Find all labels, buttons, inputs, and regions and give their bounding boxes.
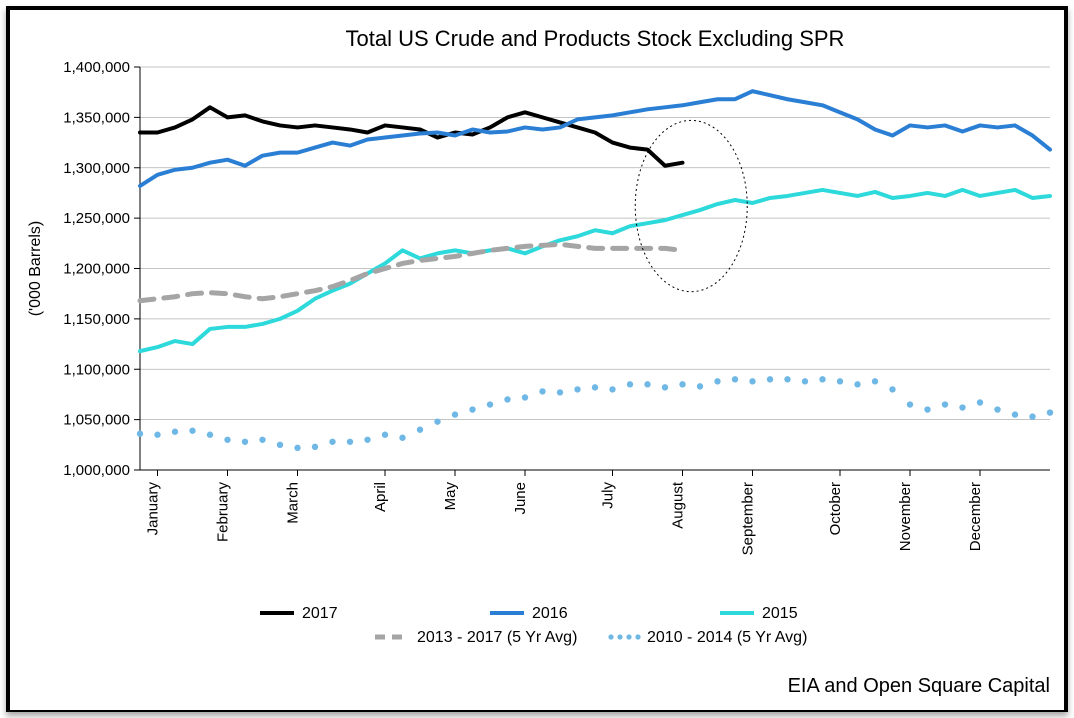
xtick-label: July [600,482,617,509]
legend-label: 2010 - 2014 (5 Yr Avg) [647,629,807,646]
series-avg1014-point [679,381,685,387]
ytick-label: 1,050,000 [63,412,130,429]
ytick-label: 1,200,000 [63,261,130,278]
series-avg1014-point [189,428,195,434]
series-avg1014-point [154,432,160,438]
series-avg1014-point [504,396,510,402]
chart-credit: EIA and Open Square Capital [788,675,1050,697]
series-avg1014-point [889,386,895,392]
xtick-label: January [145,482,162,536]
series-avg1014-point [137,431,143,437]
legend-swatch [635,634,640,639]
series-avg1014-point [364,437,370,443]
legend-swatch [608,634,613,639]
series-avg1014-point [662,384,668,390]
series-avg1014-point [784,376,790,382]
legend-label: 2017 [302,605,338,622]
series-avg1014-point [802,378,808,384]
series-avg1014-point [417,427,423,433]
series-avg1014-point [399,435,405,441]
series-avg1014-point [854,381,860,387]
series-avg1014-point [382,432,388,438]
series-avg1014-point [592,384,598,390]
series-avg1014-point [924,406,930,412]
series-avg1014-point [557,389,563,395]
legend-label: 2016 [532,605,568,622]
series-avg1014-point [434,418,440,424]
xtick-label: November [897,482,914,551]
series-avg1014-point [872,378,878,384]
series-avg1014-point [732,376,738,382]
y-axis-label: ('000 Barrels) [27,221,44,317]
series-avg1014-point [539,388,545,394]
xtick-label: June [512,482,529,515]
series-avg1014-point [819,376,825,382]
series-avg1014-point [609,386,615,392]
series-avg1014-point [329,439,335,445]
legend-label: 2015 [762,605,798,622]
chart-title: Total US Crude and Products Stock Exclud… [346,26,845,51]
series-avg1014-point [644,381,650,387]
chart-canvas: Total US Crude and Products Stock Exclud… [10,10,1064,708]
series-avg1014-point [172,429,178,435]
chart-frame: Total US Crude and Products Stock Exclud… [0,0,1074,718]
ytick-label: 1,100,000 [63,361,130,378]
ytick-label: 1,350,000 [63,109,130,126]
xtick-label: October [827,482,844,535]
xtick-label: April [372,482,389,512]
series-avg1014-point [347,439,353,445]
xtick-label: August [670,481,687,529]
xtick-label: May [442,482,459,511]
series-avg1014-point [294,445,300,451]
ytick-label: 1,000,000 [63,462,130,479]
chart-inner-frame: Total US Crude and Products Stock Exclud… [6,6,1068,712]
series-avg1014-point [277,442,283,448]
series-avg1014-point [942,401,948,407]
chart-svg: Total US Crude and Products Stock Exclud… [10,10,1064,710]
series-avg1014-point [767,376,773,382]
series-avg1014-point [714,378,720,384]
legend-label: 2013 - 2017 (5 Yr Avg) [417,629,577,646]
series-avg1014-point [994,406,1000,412]
series-avg1014-point [959,404,965,410]
series-avg1014-point [1029,413,1035,419]
ytick-label: 1,250,000 [63,210,130,227]
series-avg1014-point [224,437,230,443]
series-avg1014-point [697,383,703,389]
xtick-label: December [967,482,984,551]
series-avg1014-point [627,381,633,387]
series-avg1014-point [749,378,755,384]
ytick-label: 1,400,000 [63,59,130,76]
series-avg1014-point [1047,409,1053,415]
series-avg1014-point [469,406,475,412]
series-avg1014-point [452,411,458,417]
series-avg1014-point [259,437,265,443]
series-avg1014-point [312,444,318,450]
legend-swatch [626,634,631,639]
ytick-label: 1,300,000 [63,160,130,177]
series-avg1014-point [837,378,843,384]
series-avg1014-point [907,401,913,407]
series-avg1014-point [977,399,983,405]
xtick-label: March [285,482,302,524]
xtick-label: February [215,482,232,543]
series-avg1014-point [522,394,528,400]
ytick-label: 1,150,000 [63,311,130,328]
series-avg1014-point [1012,411,1018,417]
series-avg1014-point [207,432,213,438]
series-avg1014-point [242,439,248,445]
series-avg1014-point [574,386,580,392]
legend-swatch [617,634,622,639]
series-avg1014-point [487,401,493,407]
xtick-label: September [740,482,757,555]
